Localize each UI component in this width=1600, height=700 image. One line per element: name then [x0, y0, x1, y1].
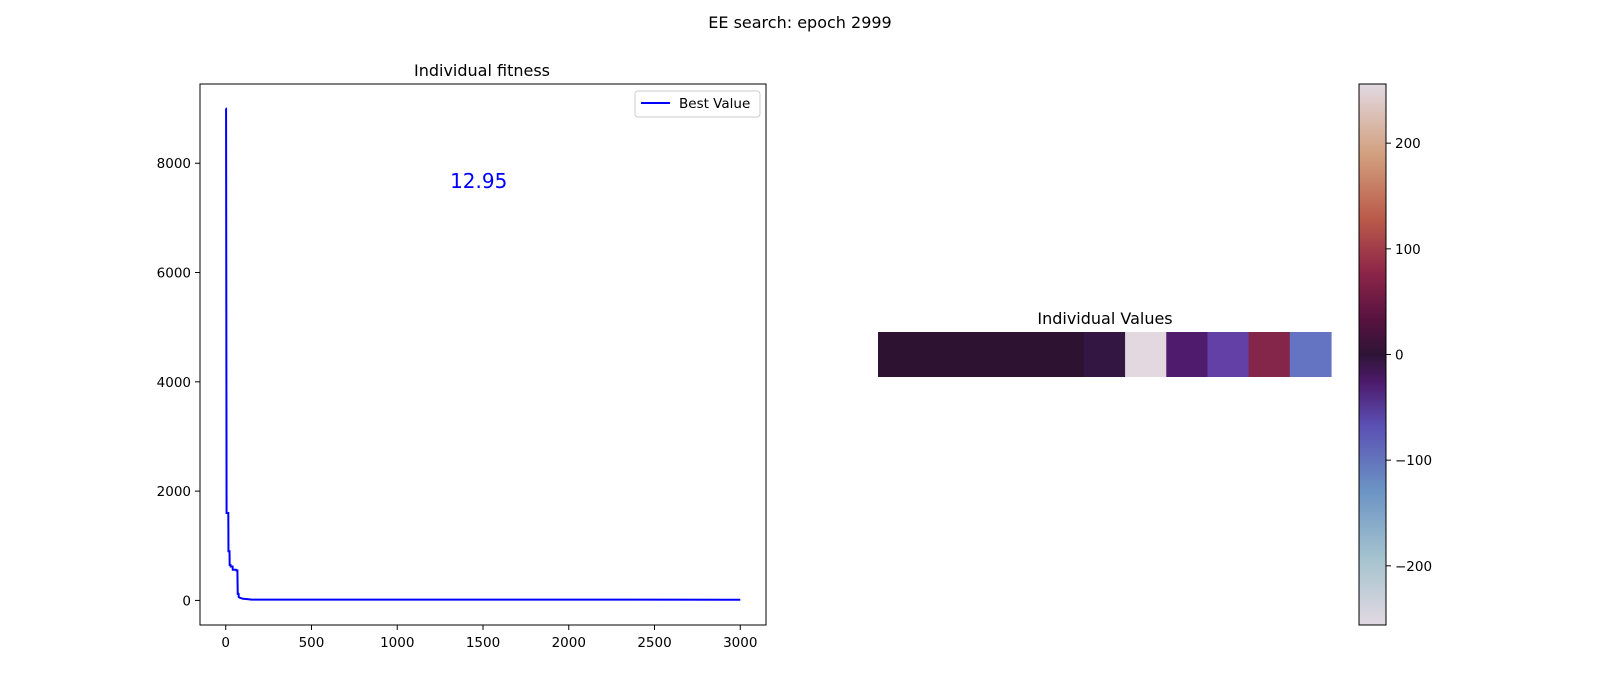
colorbar: −200 −100 0 100 200: [1358, 83, 1432, 626]
heatmap-cell: [1042, 332, 1085, 377]
legend-box: [634, 90, 761, 118]
best-value-annotation: 12.95: [450, 169, 507, 193]
heatmap-cells: [878, 332, 1332, 377]
colorbar-tick-label: −100: [1395, 453, 1432, 469]
heatmap-cell: [1207, 332, 1250, 377]
heatmap-cell: [1125, 332, 1167, 377]
x-tick-label: 1500: [466, 635, 500, 651]
colorbar-ticks: −200 −100 0 100 200: [1386, 136, 1432, 575]
x-tick-label: 0: [221, 635, 230, 651]
legend-label-best-value: Best Value: [679, 96, 750, 112]
fitness-plot-area: 0 500 1000 1500 2000 2500 3000 0 2000 4000 6000 800…: [157, 107, 757, 651]
colorbar-tick-label: −200: [1395, 559, 1432, 575]
colorbar-tick-label: 100: [1395, 242, 1421, 258]
fitness-axes-frame: [199, 83, 767, 626]
y-tick-label: 6000: [157, 266, 191, 282]
x-tick-label: 500: [299, 635, 325, 651]
heatmap-cell: [919, 332, 961, 377]
series-line-best-value: [225, 107, 741, 601]
values-heatmap-chart: Individual Values: [878, 309, 1332, 377]
colorbar-tick-label: 200: [1395, 136, 1421, 152]
values-heatmap-title: Individual Values: [1037, 309, 1172, 328]
x-tick-label: 2500: [637, 635, 671, 651]
x-tick-label: 3000: [723, 635, 757, 651]
heatmap-cell: [1289, 332, 1332, 377]
colorbar-gradient: [1358, 83, 1387, 626]
y-tick-label: 8000: [157, 156, 191, 172]
colorbar-tick-label: 0: [1395, 348, 1404, 364]
heatmap-cell: [1083, 332, 1126, 377]
fitness-chart-title: Individual fitness: [414, 61, 550, 80]
x-tick-label: 2000: [552, 635, 586, 651]
heatmap-cell: [878, 332, 920, 377]
fitness-chart: Individual fitness 0 500 1000 1500 2000 2500 3…: [157, 61, 767, 651]
heatmap-cell: [960, 332, 1003, 377]
y-tick-label: 2000: [157, 484, 191, 500]
x-tick-label: 1000: [380, 635, 414, 651]
heatmap-cell: [1166, 332, 1209, 377]
heatmap-cell: [1001, 332, 1044, 377]
figure-suptitle: EE search: epoch 2999: [708, 13, 891, 32]
fitness-legend: Best Value: [634, 90, 761, 118]
y-tick-label: 0: [182, 593, 191, 609]
y-tick-label: 4000: [157, 375, 191, 391]
heatmap-cell: [1248, 332, 1291, 377]
